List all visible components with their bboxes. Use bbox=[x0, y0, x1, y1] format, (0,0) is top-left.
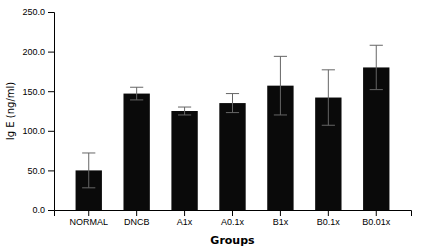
y-tick-mark bbox=[48, 52, 54, 53]
bar bbox=[123, 94, 149, 210]
y-tick-label: 50.0 bbox=[27, 166, 45, 176]
chart-container: NORMAL DNCB A1x A0.1x B1x B0.1x B0.01x 0.0 50.0 1… bbox=[0, 0, 423, 252]
error-bar-segment bbox=[328, 70, 329, 125]
x-tick: B1x bbox=[273, 210, 289, 227]
plot: NORMAL DNCB A1x A0.1x B1x B0.1x B0.01x 0.0 50.0 1… bbox=[22, 7, 411, 227]
y-tick: 50.0 bbox=[27, 166, 54, 176]
x-tick-label: A1x bbox=[177, 217, 193, 227]
x-axis: NORMAL DNCB A1x A0.1x B1x B0.1x B0.01x bbox=[55, 210, 412, 227]
error-bar-segment bbox=[274, 56, 287, 57]
error-bar-segment bbox=[226, 93, 239, 94]
y-tick-mark bbox=[48, 210, 54, 211]
error-bar-segment bbox=[184, 107, 185, 115]
bar bbox=[219, 103, 245, 210]
marks bbox=[76, 45, 390, 210]
error-bar-segment bbox=[82, 152, 95, 153]
error-bar bbox=[130, 87, 143, 100]
x-tick-mark bbox=[232, 210, 233, 216]
error-bar-segment bbox=[88, 153, 89, 188]
y-tick: 150.0 bbox=[22, 87, 54, 97]
error-bar-segment bbox=[322, 69, 335, 70]
y-tick: 250.0 bbox=[22, 7, 54, 17]
bar bbox=[171, 111, 197, 210]
x-tick: B0.1x bbox=[317, 210, 341, 227]
x-tick-mark bbox=[280, 210, 281, 216]
error-bar bbox=[82, 153, 95, 188]
y-axis-line bbox=[48, 13, 55, 211]
x-tick: A0.1x bbox=[221, 210, 245, 227]
y-axis: 0.0 50.0 100.0 150.0 200.0 250.0 bbox=[22, 7, 54, 215]
x-tick-label: A0.1x bbox=[221, 217, 245, 227]
x-tick-label: NORMAL bbox=[69, 217, 108, 227]
y-axis-title: Ig E (ng/ml) bbox=[5, 82, 16, 140]
y-tick: 100.0 bbox=[22, 126, 54, 136]
x-tick-label: DNCB bbox=[124, 217, 150, 227]
y-tick-label: 200.0 bbox=[22, 47, 45, 57]
x-axis-title: Groups bbox=[210, 234, 255, 247]
error-bar bbox=[178, 107, 191, 115]
x-tick-label: B1x bbox=[273, 217, 289, 227]
error-bar-segment bbox=[82, 187, 95, 188]
y-tick-mark bbox=[48, 12, 54, 13]
error-bar-segment bbox=[370, 45, 383, 46]
error-bar-segment bbox=[178, 107, 191, 108]
error-bar-segment bbox=[274, 114, 287, 115]
y-tick-mark bbox=[48, 170, 54, 171]
error-bar-segment bbox=[178, 114, 191, 115]
error-bar bbox=[370, 45, 383, 89]
error-bar-segment bbox=[376, 45, 377, 89]
x-tick-label: B0.01x bbox=[362, 217, 391, 227]
y-tick-mark bbox=[48, 91, 54, 92]
error-bar-segment bbox=[232, 94, 233, 113]
x-tick-mark bbox=[88, 210, 89, 216]
x-tick-label: B0.1x bbox=[317, 217, 341, 227]
y-tick-mark bbox=[48, 131, 54, 132]
x-tick: B0.01x bbox=[362, 210, 391, 227]
y-tick-label: 250.0 bbox=[22, 7, 45, 17]
x-tick-mark bbox=[136, 210, 137, 216]
chart-svg: NORMAL DNCB A1x A0.1x B1x B0.1x B0.01x 0.0 50.0 1… bbox=[0, 0, 423, 252]
error-bar-segment bbox=[136, 87, 137, 100]
error-bar-segment bbox=[130, 87, 143, 88]
y-tick: 200.0 bbox=[22, 47, 54, 57]
error-bar-segment bbox=[322, 125, 335, 126]
x-axis-line bbox=[55, 211, 412, 217]
error-bar-segment bbox=[226, 112, 239, 113]
error-bar-segment bbox=[280, 56, 281, 115]
y-tick-label: 0.0 bbox=[32, 205, 45, 215]
y-tick-label: 150.0 bbox=[22, 87, 45, 97]
x-tick: DNCB bbox=[124, 210, 150, 227]
error-bar bbox=[322, 70, 335, 125]
y-tick: 0.0 bbox=[32, 205, 54, 215]
y-tick-label: 100.0 bbox=[22, 126, 45, 136]
x-tick: A1x bbox=[177, 210, 193, 227]
error-bar bbox=[226, 94, 239, 113]
x-tick-mark bbox=[376, 210, 377, 216]
x-tick-mark bbox=[328, 210, 329, 216]
x-tick-mark bbox=[184, 210, 185, 216]
error-bar-segment bbox=[370, 89, 383, 90]
error-bar bbox=[274, 56, 287, 115]
error-bar-segment bbox=[130, 99, 143, 100]
x-tick: NORMAL bbox=[69, 210, 108, 227]
